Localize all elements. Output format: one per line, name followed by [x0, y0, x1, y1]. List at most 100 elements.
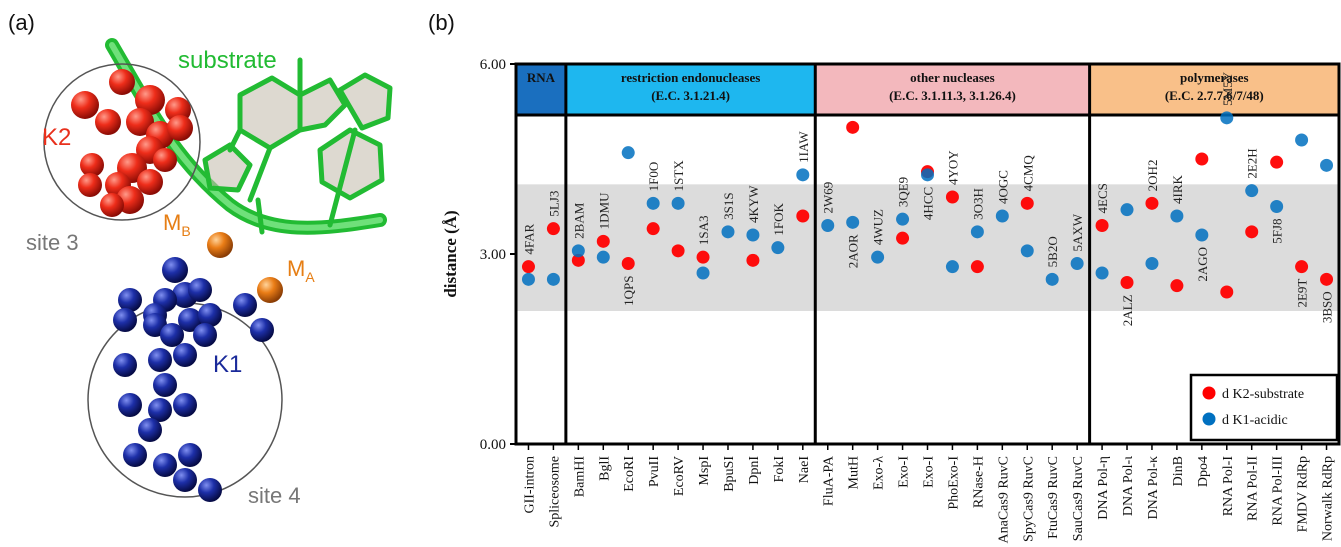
category-label: DNA Pol-ι [1121, 456, 1136, 516]
data-point [521, 260, 535, 274]
data-point [821, 219, 835, 232]
k2-atom [153, 148, 177, 172]
pdb-id-label: 4YOY [945, 150, 960, 185]
data-point [846, 120, 860, 134]
category-label: DNA Pol-κ [1146, 456, 1161, 519]
k1-atom [173, 468, 197, 492]
group-subtitle: (E.C. 3.1.21.4) [651, 88, 730, 103]
data-point [621, 146, 635, 160]
data-point [596, 250, 610, 264]
data-point [945, 190, 959, 204]
category-label: RNA Pol-II [1246, 456, 1261, 521]
category-label: EcoRV [672, 456, 687, 496]
k1-atom [198, 478, 222, 502]
k2-atom [135, 85, 165, 115]
group-title: restriction endonucleases [621, 70, 761, 85]
category-label: RNA Pol-III [1271, 456, 1286, 526]
site-3-label: site 3 [26, 230, 79, 255]
k2-atom [71, 91, 99, 119]
category-label: BpuSI [722, 456, 737, 492]
group-title: other nucleases [910, 70, 995, 85]
legend: d K2-substrate d K1-acidic [1189, 373, 1339, 442]
data-point [596, 234, 610, 248]
data-point [646, 196, 660, 210]
data-point [1020, 244, 1034, 258]
category-label: RNase-H [971, 456, 986, 508]
pdb-id-label: 1FOK [771, 203, 786, 236]
k2-atom [126, 108, 154, 136]
k2-atom [95, 109, 121, 135]
k1-atom [148, 398, 172, 422]
data-point [970, 225, 984, 239]
k2-atom-cluster [71, 69, 193, 217]
legend-entry: d K1-acidic [1222, 413, 1288, 428]
pdb-id-label: 4ECS [1095, 183, 1110, 213]
k2-atom [78, 173, 102, 197]
k2-atom [137, 169, 163, 195]
data-point [1320, 272, 1334, 286]
y-tick-label: 3.00 [480, 247, 506, 263]
data-point [1295, 260, 1309, 274]
data-point [1020, 196, 1034, 210]
data-point [945, 260, 959, 274]
data-point [896, 212, 910, 226]
pdb-id-label: 3QE9 [896, 177, 911, 207]
pdb-id-label: 1SA3 [696, 216, 711, 246]
category-label: Norwalk RdRp [1321, 456, 1336, 541]
group-header [516, 64, 566, 115]
pdb-id-label: 1QPS [621, 276, 636, 306]
site-4-label: site 4 [248, 483, 301, 508]
category-label: Exo-I [922, 456, 937, 488]
category-label: DinB [1171, 456, 1186, 486]
pdb-id-label: 4WUZ [871, 209, 886, 245]
data-point [1220, 285, 1234, 299]
k1-atom [193, 323, 217, 347]
data-point [1120, 276, 1134, 289]
data-point [1170, 209, 1184, 223]
category-label: FMDV RdRp [1296, 456, 1311, 532]
k1-label: K1 [213, 351, 242, 378]
data-point [1120, 203, 1134, 217]
pdb-id-label: 2ALZ [1120, 294, 1135, 326]
group-header [1089, 64, 1339, 115]
legend-marker [1202, 386, 1216, 400]
data-point [571, 253, 585, 267]
category-label: DpnI [747, 456, 762, 485]
category-label: Exo-λ [872, 456, 887, 490]
pdb-id-label: 4HCC [921, 187, 936, 220]
pdb-id-label: 4IRK [1170, 175, 1185, 205]
k2-atom [80, 153, 104, 177]
group-subtitle: (E.C. 3.1.11.3, 3.1.26.4) [889, 88, 1016, 103]
data-point [546, 272, 560, 286]
data-point [1220, 111, 1234, 125]
pdb-id-label: 1DMU [596, 192, 611, 229]
data-point [621, 257, 635, 270]
pdb-id-label: 1F0O [646, 162, 661, 192]
category-label: RNA Pol-I [1221, 456, 1236, 517]
k2-atom [100, 193, 124, 217]
k1-atom [148, 348, 172, 372]
pdb-id-label: 1IAW [796, 131, 811, 163]
legend-entry: d K2-substrate [1222, 387, 1304, 402]
pdb-id-label: 2OH2 [1145, 160, 1160, 192]
data-point [1295, 133, 1309, 147]
k1-atom [198, 303, 222, 327]
data-point [921, 168, 934, 182]
pdb-id-label: 2AOR [846, 234, 861, 268]
k1-atom [160, 323, 184, 347]
k1-atom [113, 308, 137, 332]
category-label: PhoExo-I [946, 456, 961, 510]
data-point [1170, 279, 1184, 293]
data-point [1145, 196, 1159, 210]
data-point [871, 250, 885, 264]
data-point [1195, 152, 1209, 166]
pdb-id-label: 2AGO [1195, 247, 1210, 282]
data-point [970, 260, 984, 274]
data-point [1245, 184, 1259, 198]
pdb-id-label: 3O3H [970, 188, 985, 220]
data-point [796, 168, 810, 182]
pdb-id-label: 2E9T [1295, 279, 1310, 308]
k1-atom [233, 293, 257, 317]
k1-atom [138, 418, 162, 442]
data-point [995, 209, 1009, 223]
